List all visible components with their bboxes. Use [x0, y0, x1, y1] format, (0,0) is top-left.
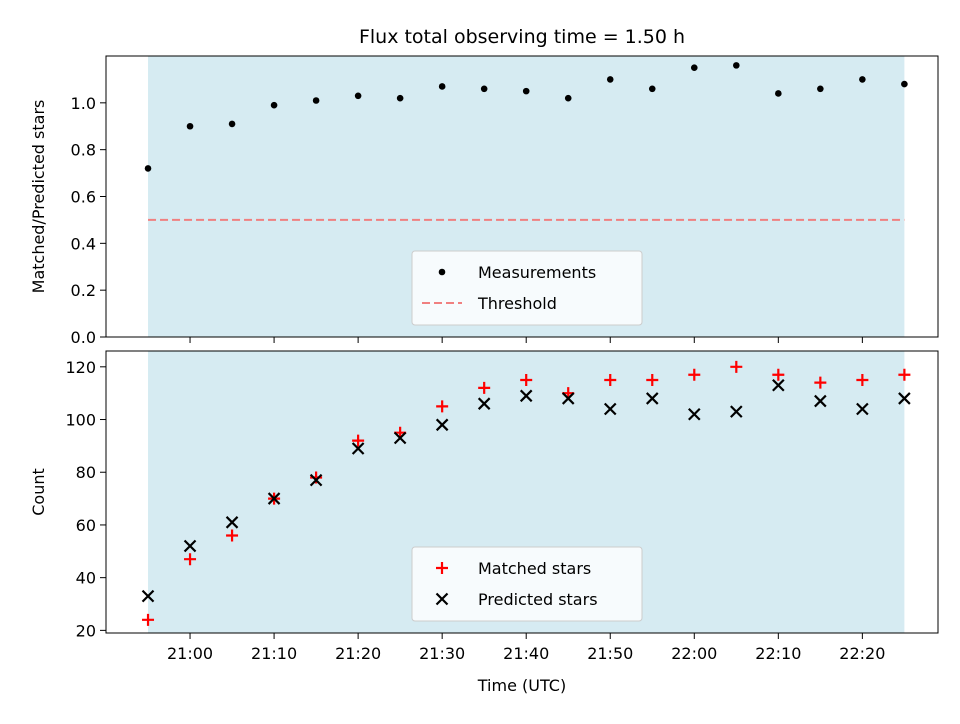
data-point [352, 434, 365, 447]
y-axis-label: Matched/Predicted stars [29, 100, 48, 294]
data-point [142, 613, 155, 626]
data-point [309, 473, 323, 487]
x-tick-label: 22:20 [839, 644, 885, 663]
legend-label: Threshold [477, 294, 557, 313]
data-point [814, 394, 827, 408]
data-point [184, 553, 197, 566]
data-point [267, 492, 281, 505]
data-point [226, 529, 239, 542]
legend: Matched stars Predicted stars [411, 546, 643, 622]
data-point [603, 402, 617, 416]
data-point [186, 122, 194, 130]
data-point [480, 85, 488, 93]
legend-box [411, 546, 643, 622]
data-point [859, 76, 866, 83]
x-tick-label: 22:00 [671, 644, 717, 663]
legend-swatch [436, 562, 448, 574]
data-point [477, 397, 491, 410]
x-tick-label: 21:30 [419, 644, 465, 663]
data-point [645, 392, 659, 405]
data-point [688, 407, 701, 421]
data-point [646, 373, 659, 386]
y-tick-label: 1.0 [71, 94, 96, 113]
data-point [270, 101, 278, 109]
data-point [520, 373, 533, 386]
data-point [141, 589, 155, 603]
data-point [564, 94, 572, 102]
legend-label: Predicted stars [478, 590, 598, 609]
data-point [901, 80, 908, 88]
legend-label: Matched stars [478, 559, 591, 578]
data-point [354, 92, 362, 100]
x-tick-label: 21:40 [503, 644, 549, 663]
x-axis-label: Time (UTC) [477, 676, 566, 695]
y-tick-label: 100 [65, 411, 96, 430]
data-point [730, 360, 743, 373]
data-point [648, 85, 656, 93]
y-tick-label: 40 [76, 569, 96, 588]
y-tick-label: 0.6 [71, 188, 96, 207]
legend: Measurements Threshold [411, 250, 643, 326]
top-panel: 0.0 0.2 0.4 0.6 0.8 1.0 Matched/Predicted star… [29, 55, 939, 347]
data-point [898, 368, 911, 381]
data-point [733, 62, 740, 69]
legend-label: Measurements [478, 263, 596, 282]
x-tick-label: 21:50 [587, 644, 633, 663]
x-tick-label: 21:10 [251, 644, 297, 663]
data-point [730, 405, 743, 418]
y-tick-label: 0.0 [71, 328, 96, 347]
data-point [225, 516, 239, 529]
y-tick-label: 120 [65, 358, 96, 377]
y-tick-label: 0.8 [71, 141, 96, 160]
data-point [522, 87, 530, 95]
data-point [438, 83, 446, 90]
y-tick-label: 0.4 [71, 234, 96, 253]
y-tick-label: 20 [76, 621, 96, 640]
legend-swatch [435, 592, 449, 606]
data-point [561, 392, 575, 405]
data-point [144, 165, 152, 172]
data-point [606, 76, 614, 83]
data-point [772, 378, 785, 392]
bottom-panel: 20 40 60 80 100 120 21:00 21:10 21:20 21:30 21:40 2… [29, 350, 939, 695]
data-point [519, 389, 533, 403]
chart-title: Flux total observing time = 1.50 h [359, 26, 685, 48]
y-axis-label: Count [29, 468, 48, 516]
data-point [898, 392, 911, 405]
data-point [351, 442, 365, 455]
legend-box [411, 250, 643, 326]
data-point [478, 381, 491, 394]
data-point [775, 90, 782, 97]
data-point [690, 64, 698, 72]
axes-frame [105, 55, 939, 338]
x-tick-label: 21:20 [335, 644, 381, 663]
axes-frame [105, 350, 939, 634]
data-point [604, 373, 617, 386]
data-point [814, 376, 827, 389]
data-point [396, 94, 404, 102]
data-point [435, 418, 449, 432]
data-point [436, 400, 449, 413]
x-tick-label: 21:00 [167, 644, 213, 663]
legend-swatch [438, 268, 446, 276]
data-point [856, 373, 869, 386]
y-tick-label: 80 [76, 463, 96, 482]
x-tick-label: 22:10 [755, 644, 801, 663]
data-point [312, 97, 320, 104]
data-point [228, 120, 236, 128]
data-point [183, 539, 197, 553]
y-tick-label: 0.2 [71, 281, 96, 300]
y-tick-label: 60 [76, 516, 96, 535]
data-point [393, 431, 407, 445]
data-point [817, 85, 824, 93]
data-point [688, 368, 701, 381]
data-point [772, 368, 785, 381]
data-point [856, 402, 869, 416]
